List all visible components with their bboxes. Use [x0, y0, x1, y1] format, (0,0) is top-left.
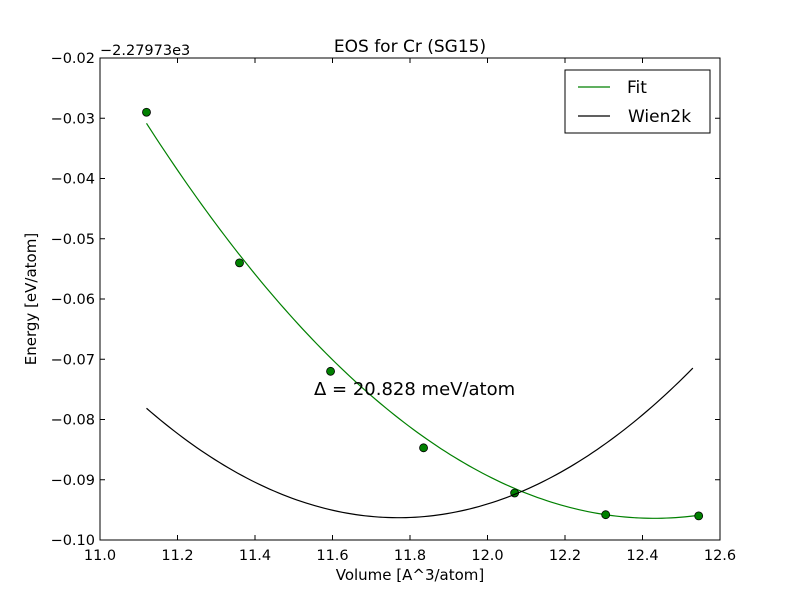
y-offset-text: −2.27973e3	[100, 43, 190, 59]
legend-label-wien2k: Wien2k	[628, 107, 691, 127]
x-tick-label: 11.0	[84, 548, 116, 564]
y-tick-label: −0.03	[51, 111, 95, 127]
data-point-fit	[235, 258, 244, 268]
y-axis-label: Energy [eV/atom]	[22, 233, 40, 365]
series-layer	[142, 107, 704, 521]
delta-annotation: Δ = 20.828 meV/atom	[314, 379, 515, 400]
y-tick-label: −0.08	[51, 413, 95, 429]
x-tick-label: 12.0	[471, 548, 503, 564]
x-tick-label: 11.4	[239, 548, 271, 564]
data-point-fit	[419, 443, 428, 453]
data-point-fit	[694, 511, 704, 521]
y-tick-label: −0.04	[51, 172, 95, 188]
x-axis-label: Volume [A^3/atom]	[336, 566, 485, 584]
legend: Fit Wien2k	[564, 69, 711, 134]
x-tick-label: 12.6	[704, 548, 736, 564]
x-tick-label: 11.2	[161, 548, 193, 564]
data-point-fit	[326, 366, 335, 376]
y-tick-label: −0.07	[51, 352, 95, 368]
series-line-fit	[145, 123, 699, 519]
x-axis-ticks: 11.0 11.2 11.4 11.6 11.8 12.0 12.2 12.4 12.6	[84, 58, 736, 564]
plot-frame	[99, 57, 721, 541]
chart-title: EOS for Cr (SG15)	[334, 37, 486, 57]
y-axis-ticks: −0.02 −0.03 −0.04 −0.05 −0.06 −0.07 −0.08 −0.09…	[51, 51, 720, 549]
data-point-fit	[601, 510, 611, 520]
y-tick-label: −0.06	[51, 292, 95, 308]
x-tick-label: 11.6	[316, 548, 348, 564]
y-tick-label: −0.10	[51, 533, 95, 549]
legend-box	[564, 69, 711, 134]
series-line-wien2k	[146, 367, 694, 519]
x-tick-label: 12.4	[626, 548, 658, 564]
x-tick-label: 11.8	[394, 548, 426, 564]
y-tick-label: −0.09	[51, 473, 95, 489]
y-tick-label: −0.02	[51, 51, 95, 67]
y-tick-label: −0.05	[51, 232, 95, 248]
x-tick-label: 12.2	[549, 548, 581, 564]
data-point-fit	[142, 107, 151, 117]
legend-label-fit: Fit	[627, 78, 647, 98]
